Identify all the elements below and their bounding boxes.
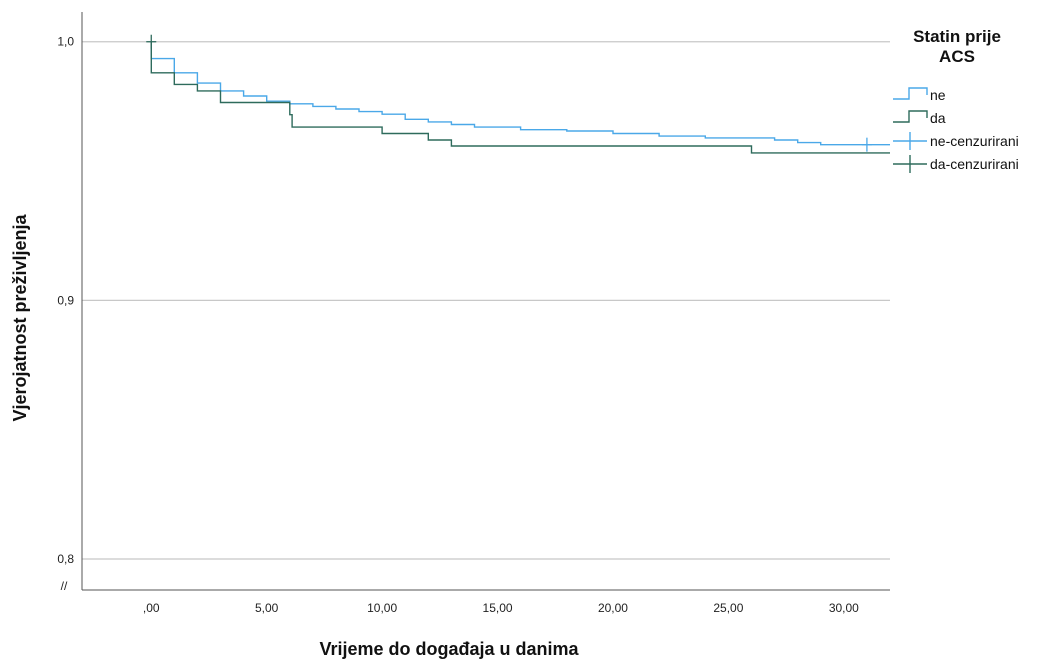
series-line-ne <box>150 41 890 146</box>
y-tick-label: 0,9 <box>57 293 74 307</box>
legend-swatch-step <box>893 110 928 123</box>
legend-label: ne <box>930 87 946 103</box>
y-tick-label: 1,0 <box>57 35 74 49</box>
x-axis-title: Vrijeme do događaja u danima <box>319 639 579 659</box>
y-tick-label: 0,8 <box>57 552 74 566</box>
x-tick-label: 15,00 <box>483 601 513 615</box>
x-tick-labels: ,00 5,00 10,00 15,00 20,00 25,00 30,00 <box>143 601 859 615</box>
censor-mark-ne <box>861 137 872 152</box>
legend-item-da: da <box>893 110 946 126</box>
legend-label: da <box>930 110 946 126</box>
legend-item-da-cenzurirani: da-cenzurirani <box>893 155 1019 173</box>
x-tick-label: 5,00 <box>255 601 279 615</box>
legend-swatch-step <box>893 87 928 100</box>
y-tick-labels: 0,8 0,9 1,0 <box>57 35 74 566</box>
series-line-da <box>150 41 890 154</box>
legend: Statin prije ACS ne da ne-cenzurirani da-ce… <box>893 27 1019 173</box>
legend-title-line-2: ACS <box>939 47 975 66</box>
censor-mark-da <box>146 34 157 49</box>
legend-title-line-1: Statin prije <box>913 27 1001 46</box>
x-tick-label: 25,00 <box>713 601 743 615</box>
axes: // <box>61 12 890 593</box>
x-tick-label: 20,00 <box>598 601 628 615</box>
x-tick-label: 10,00 <box>367 601 397 615</box>
x-tick-label: ,00 <box>143 601 160 615</box>
survival-curves <box>146 34 890 154</box>
legend-label: da-cenzurirani <box>930 156 1019 172</box>
legend-item-ne: ne <box>893 87 946 103</box>
x-tick-label: 30,00 <box>829 601 859 615</box>
grid-lines <box>82 41 890 560</box>
axis-break-mark: // <box>61 579 68 593</box>
legend-label: ne-cenzurirani <box>930 133 1019 149</box>
legend-item-ne-cenzurirani: ne-cenzurirani <box>893 132 1019 150</box>
y-axis-title: Vjerojatnost preživljenja <box>10 213 30 421</box>
